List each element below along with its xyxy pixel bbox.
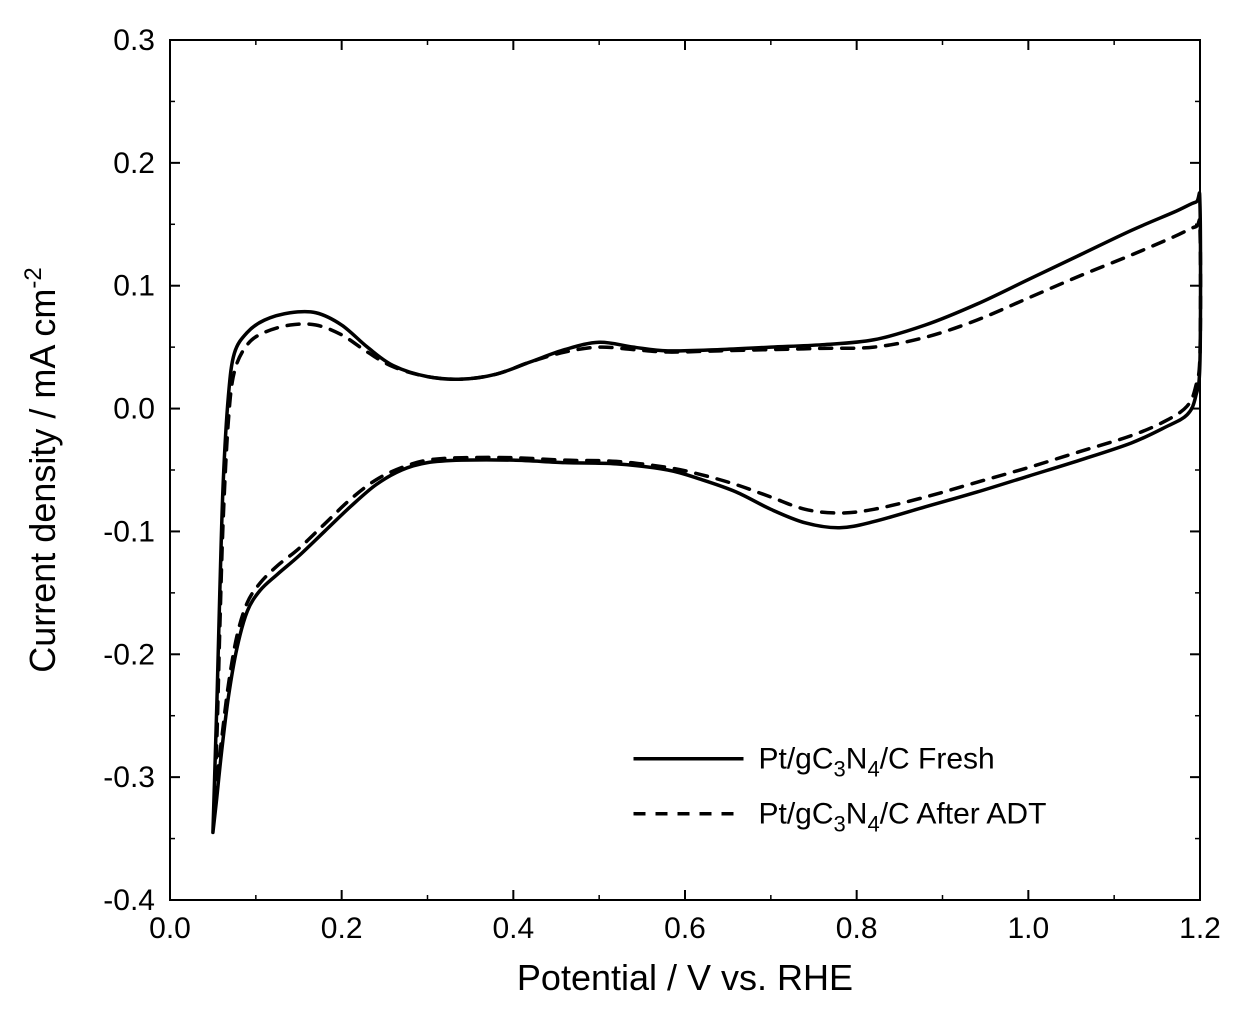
y-tick-label: 0.3 [113, 24, 155, 57]
y-tick-label: 0.1 [113, 270, 155, 303]
chart-svg: 0.0 0.2 0.4 0.6 0.8 1.0 1.2 -0.4 -0.3 -0.2 -0.1 0.0… [0, 0, 1240, 1028]
y-axis-label: Current density / mA cm-2 [20, 267, 63, 672]
y-tick-label: -0.3 [103, 761, 155, 794]
x-tick-label: 0.4 [492, 912, 534, 945]
y-tick-label: 0.0 [113, 393, 155, 426]
series-after-adt [215, 220, 1201, 802]
x-tick-label: 1.2 [1179, 912, 1221, 945]
y-tick-label: -0.1 [103, 515, 155, 548]
x-tick-label: 0.6 [664, 912, 706, 945]
x-tick-label: 0.2 [321, 912, 363, 945]
y-tick-label: -0.4 [103, 884, 155, 917]
legend-label-fresh: Pt/gC3N4/C Fresh [759, 743, 995, 782]
x-tick-label: 0.0 [149, 912, 191, 945]
y-tick-label: -0.2 [103, 638, 155, 671]
x-axis-label: Potential / V vs. RHE [517, 957, 853, 998]
legend-label-after-adt: Pt/gC3N4/C After ADT [759, 798, 1047, 837]
cv-chart: 0.0 0.2 0.4 0.6 0.8 1.0 1.2 -0.4 -0.3 -0.2 -0.1 0.0… [0, 0, 1240, 1028]
x-tick-label: 0.8 [836, 912, 878, 945]
y-tick-label: 0.2 [113, 147, 155, 180]
x-tick-label: 1.0 [1007, 912, 1049, 945]
